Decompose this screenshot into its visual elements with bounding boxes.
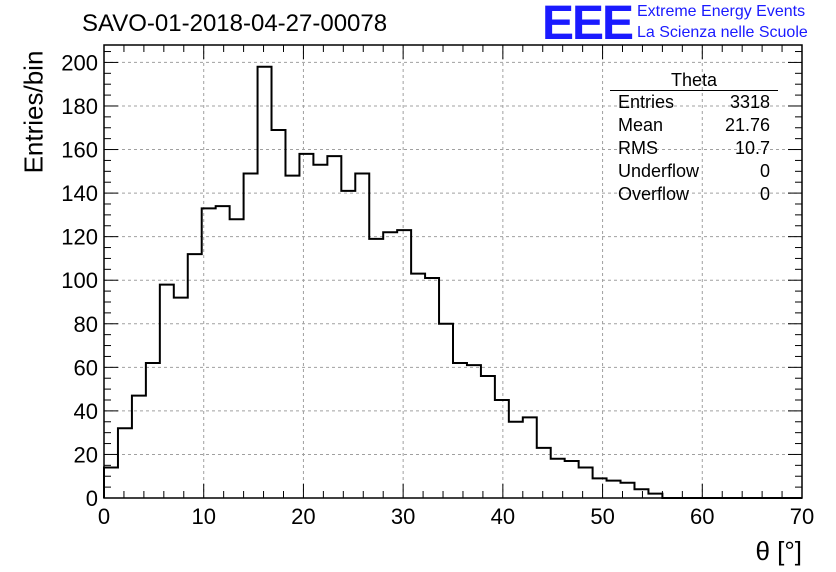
x-axis-label: θ [°] (755, 536, 802, 566)
histogram-bin (216, 206, 230, 498)
histogram-bin (160, 285, 174, 498)
y-tick-label: 80 (74, 312, 98, 337)
y-tick-label: 180 (61, 94, 98, 119)
histogram-bin (146, 363, 160, 498)
x-tick-label: 0 (98, 504, 110, 529)
histogram-bin (509, 422, 523, 498)
stats-row-mean: Mean 21.76 (610, 114, 778, 137)
histogram-bin (188, 254, 202, 498)
histogram-bin (565, 461, 579, 498)
histogram-bin (495, 400, 509, 498)
x-tick-label: 30 (391, 504, 415, 529)
histogram-bin (355, 173, 369, 498)
y-tick-label: 120 (61, 225, 98, 250)
histogram-bin (369, 239, 383, 498)
y-tick-label: 140 (61, 181, 98, 206)
logo-text-line1: Extreme Energy Events (637, 3, 806, 20)
histogram-bin (174, 298, 188, 498)
x-tick-label: 50 (590, 504, 614, 529)
histogram-bin (327, 156, 341, 498)
stats-row-entries: Entries 3318 (610, 91, 778, 114)
histogram-bin (285, 176, 299, 498)
histogram-bin (523, 417, 537, 498)
histogram-bin (299, 154, 313, 498)
histogram-bin (411, 274, 425, 498)
histogram-bin (551, 459, 565, 498)
histogram-bin (383, 232, 397, 498)
histogram-bin (244, 173, 258, 498)
y-tick-label: 100 (61, 268, 98, 293)
histogram-outline (103, 65, 802, 499)
histogram-bin (607, 481, 621, 498)
x-tick-label: 10 (191, 504, 215, 529)
stats-label: Overflow (618, 184, 690, 204)
histogram-bin (104, 468, 118, 498)
histogram-bin (453, 363, 467, 498)
stats-value: 3318 (729, 92, 770, 112)
x-tick-label: 60 (690, 504, 714, 529)
histogram-bin (467, 365, 481, 498)
stats-label: Entries (618, 92, 675, 112)
histogram-bin (272, 130, 286, 498)
plot-title: SAVO-01-2018-04-27-00078 (82, 10, 388, 37)
histogram-bin (132, 396, 146, 498)
histogram-bin (481, 376, 495, 498)
stats-value: 0 (759, 161, 770, 181)
logo-text-line2: La Scienza nelle Scuole (637, 24, 808, 41)
stats-label: RMS (618, 138, 658, 158)
x-tick-label: 20 (291, 504, 315, 529)
y-tick-label: 0 (86, 486, 98, 511)
y-tick-label: 20 (74, 442, 98, 467)
histogram-bin (230, 219, 244, 498)
stats-row-overflow: Overflow 0 (610, 183, 778, 206)
y-tick-label: 60 (74, 355, 98, 380)
stats-value: 21.76 (724, 115, 770, 135)
histogram-bin (648, 494, 662, 498)
y-tick-label: 200 (61, 50, 98, 75)
histogram-bin (621, 483, 635, 498)
stats-label: Underflow (618, 161, 700, 181)
histogram-bin (634, 489, 648, 498)
histogram-bin (397, 230, 411, 498)
histogram-bin (313, 165, 327, 498)
histogram-bin (439, 324, 453, 498)
stats-title: Theta (610, 70, 778, 91)
histogram-bin (579, 468, 593, 498)
histogram-bin (341, 191, 355, 498)
plot-frame (103, 44, 803, 499)
y-tick-label: 160 (61, 138, 98, 163)
x-tick-label: 70 (790, 504, 814, 529)
histogram-bin (202, 208, 216, 498)
histogram-bin (537, 448, 551, 498)
stats-row-underflow: Underflow 0 (610, 160, 778, 183)
histogram-bin (118, 428, 132, 498)
stats-box: Theta Entries 3318 Mean 21.76 RMS 10.7 U… (610, 70, 778, 206)
stats-label: Mean (618, 115, 664, 135)
stats-row-rms: RMS 10.7 (610, 137, 778, 160)
x-tick-label: 40 (491, 504, 515, 529)
stats-value: 0 (759, 184, 770, 204)
y-tick-label: 40 (74, 399, 98, 424)
histogram-bin (425, 278, 439, 498)
histogram-bin (593, 478, 607, 498)
histogram-bin (258, 67, 272, 498)
eee-logo: EEE (542, 0, 634, 50)
y-axis-label: Entries/bin (18, 50, 49, 174)
stats-value: 10.7 (734, 138, 770, 158)
